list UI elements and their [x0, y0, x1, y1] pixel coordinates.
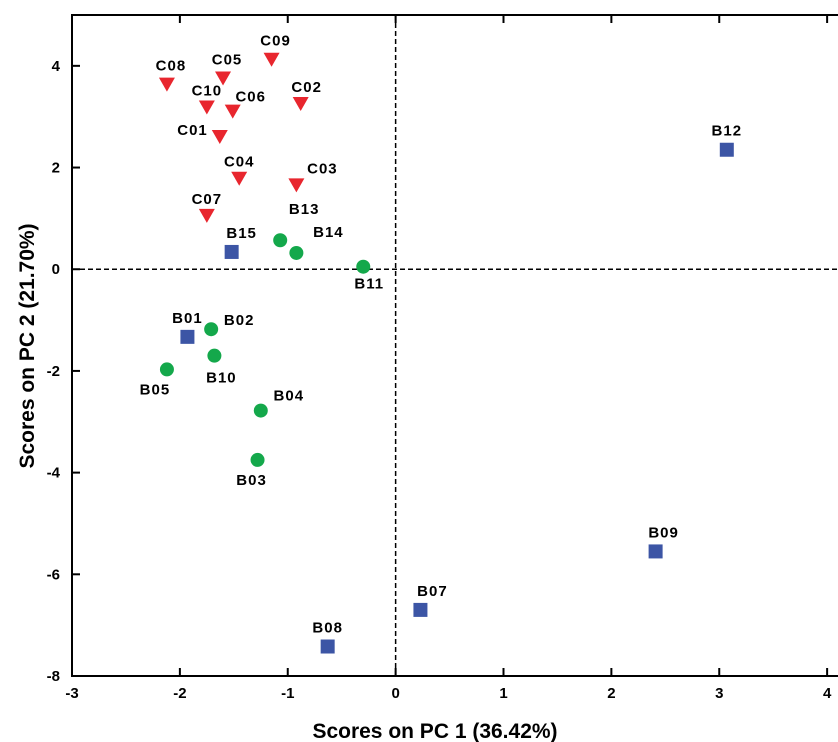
- point-labels: C01 C02 C03 C04 C05 C06 C07 C08 C09 C10 B02 B03 B04 B…: [140, 33, 743, 637]
- label-b03: B03: [236, 472, 267, 489]
- x-tick-label: 3: [715, 685, 723, 702]
- reference-lines: [72, 15, 838, 676]
- point-c04: [231, 171, 248, 186]
- label-c09: C09: [260, 33, 291, 50]
- point-b09: [648, 544, 663, 559]
- point-b13: [273, 233, 288, 248]
- label-b15: B15: [226, 225, 257, 242]
- label-c10: C10: [192, 83, 223, 100]
- x-tick-label: -1: [281, 685, 294, 702]
- label-b07: B07: [417, 583, 448, 600]
- label-c08: C08: [156, 58, 187, 75]
- x-tick-label: 1: [499, 685, 507, 702]
- point-c05: [215, 71, 232, 86]
- label-b12: B12: [712, 123, 743, 140]
- y-tick-label: 2: [52, 160, 60, 177]
- label-c06: C06: [235, 89, 266, 106]
- label-c07: C07: [192, 191, 223, 208]
- y-tick-label: 4: [52, 58, 61, 75]
- label-c03: C03: [307, 160, 338, 177]
- x-axis-title: Scores on PC 1 (36.42%): [312, 720, 557, 742]
- point-b05: [159, 362, 174, 377]
- point-b15: [224, 244, 239, 259]
- label-c02: C02: [291, 79, 322, 96]
- point-b07: [413, 602, 428, 617]
- point-b11: [356, 259, 371, 274]
- label-b10: B10: [206, 370, 237, 387]
- label-b05: B05: [140, 381, 171, 398]
- y-tick-label: -2: [47, 363, 60, 380]
- point-b08: [320, 639, 335, 654]
- point-c02: [292, 96, 309, 111]
- label-b14: B14: [313, 224, 344, 241]
- point-b04: [253, 403, 268, 418]
- point-b12: [719, 142, 734, 157]
- plot-border: [71, 14, 838, 677]
- point-c03: [288, 178, 305, 193]
- point-c09: [263, 52, 280, 67]
- point-c01: [211, 130, 228, 145]
- label-b13: B13: [289, 201, 320, 218]
- x-tick-label: 4: [823, 685, 832, 702]
- label-c05: C05: [212, 52, 243, 69]
- point-b02: [204, 322, 219, 337]
- x-tick-label: 2: [607, 685, 615, 702]
- label-b01: B01: [172, 310, 203, 327]
- point-b03: [250, 452, 265, 467]
- label-b08: B08: [312, 620, 343, 637]
- y-axis-title: Scores on PC 2 (21.70%): [16, 223, 39, 468]
- label-b09: B09: [648, 524, 679, 541]
- point-c10: [198, 100, 215, 115]
- y-tick-label: -8: [47, 668, 60, 685]
- x-tick-label: -2: [173, 685, 186, 702]
- point-b01: [180, 329, 195, 344]
- plot-frame: [71, 14, 838, 677]
- point-c08: [158, 77, 175, 92]
- y-tick-label: 0: [52, 261, 60, 278]
- label-b04: B04: [274, 388, 305, 405]
- label-c04: C04: [224, 154, 255, 171]
- x-tick-label: -3: [65, 685, 78, 702]
- point-b14: [289, 245, 304, 260]
- point-b10: [207, 348, 222, 363]
- label-b02: B02: [224, 312, 255, 329]
- point-c07: [198, 208, 215, 223]
- label-c01: C01: [177, 122, 208, 139]
- data-points: [158, 52, 734, 654]
- label-b11: B11: [354, 276, 384, 293]
- y-tick-label: -4: [47, 465, 61, 482]
- point-c06: [224, 104, 241, 119]
- x-tick-label: 0: [391, 685, 399, 702]
- y-tick-label: -6: [47, 566, 60, 583]
